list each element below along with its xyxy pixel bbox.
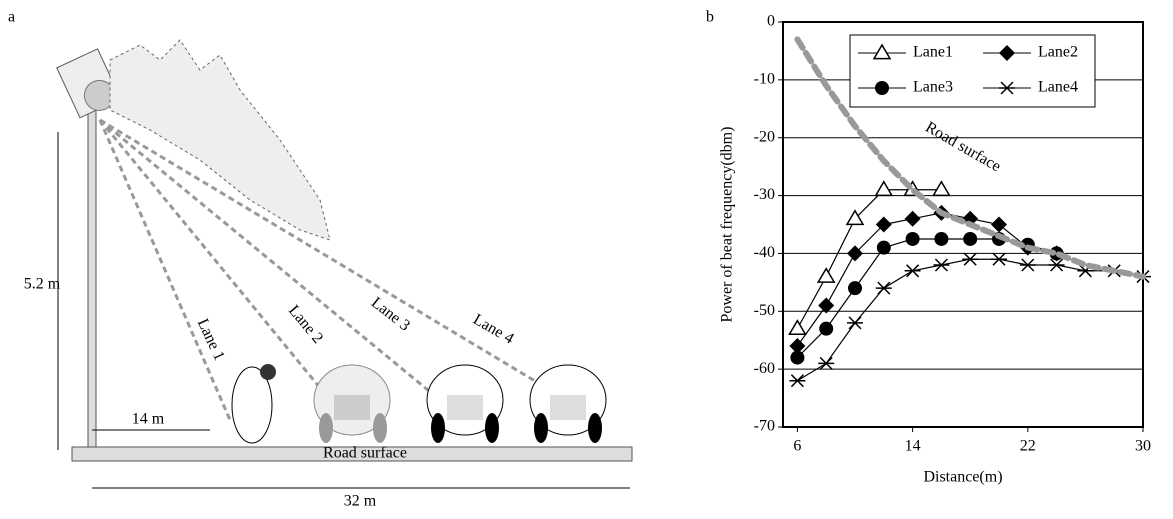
marker — [991, 252, 1007, 266]
y-tick-label: 0 — [767, 13, 775, 30]
ray — [99, 118, 551, 392]
marker — [962, 252, 979, 266]
panel-label: a — [8, 9, 15, 26]
height-label: 5.2 m — [24, 276, 61, 293]
marker — [874, 180, 894, 197]
offset-label: 14 m — [132, 411, 165, 428]
marker — [991, 216, 1007, 233]
pole — [87, 59, 97, 456]
marker — [872, 43, 892, 60]
legend-label: Lane2 — [1038, 44, 1078, 61]
marker — [963, 231, 978, 246]
marker — [847, 316, 863, 330]
lane-label: Lane 2 — [285, 302, 326, 347]
lane-label: Lane 3 — [368, 294, 413, 334]
ray — [98, 119, 332, 401]
legend-box — [849, 34, 1096, 108]
marker — [904, 210, 921, 227]
ray — [98, 119, 232, 421]
y-tick-label: -10 — [754, 71, 775, 88]
plot-frame — [782, 21, 1144, 428]
road-label: Road surface — [323, 445, 407, 462]
marker — [848, 281, 862, 296]
marker — [788, 319, 807, 335]
marker — [790, 350, 805, 365]
x-axis-label: Distance(m) — [923, 469, 1002, 486]
marker — [818, 297, 835, 314]
marker — [818, 356, 835, 370]
panel-label: b — [706, 9, 714, 26]
lane-label: Lane 4 — [470, 311, 517, 348]
marker — [1048, 258, 1065, 272]
car — [313, 364, 391, 443]
road-surface-line — [794, 36, 1146, 280]
length-label: 32 m — [344, 493, 377, 510]
marker — [789, 374, 806, 388]
car — [426, 364, 504, 443]
marker — [819, 321, 834, 336]
lane-label: Lane 1 — [194, 316, 228, 363]
car — [529, 364, 607, 443]
legend-label: Lane1 — [913, 44, 953, 61]
series-line — [796, 212, 1058, 347]
road-surface-label: Road surface — [922, 119, 1003, 176]
x-tick-label: 22 — [1020, 438, 1036, 455]
ray — [99, 118, 441, 402]
road — [71, 446, 633, 462]
marker — [933, 258, 950, 272]
x-tick-label: 6 — [793, 438, 801, 455]
marker — [789, 338, 806, 354]
y-tick-label: -40 — [754, 244, 775, 261]
marker — [875, 216, 892, 233]
y-tick-label: -30 — [754, 186, 775, 203]
marker — [999, 81, 1015, 95]
marker — [847, 245, 863, 262]
panel-b: b 0 -10 -20 -30 -40 -50 -60 -70 6 14 22 30 Distance(m… — [706, 9, 1151, 486]
marker — [999, 45, 1015, 61]
beam — [109, 39, 331, 241]
legend-label: Lane3 — [913, 79, 953, 96]
marker — [934, 231, 949, 246]
y-tick-label: -70 — [754, 418, 775, 435]
y-axis-label: Power of beat frequency(dbm) — [719, 127, 736, 323]
marker — [932, 180, 951, 197]
x-tick-label: 30 — [1135, 438, 1151, 455]
y-tick-label: -60 — [754, 360, 775, 377]
marker — [875, 81, 889, 95]
series-line — [796, 189, 942, 330]
panel-a: a 5.2 m 14 m 32 m Road surface Lane 1 La… — [8, 9, 633, 510]
marker — [904, 264, 921, 278]
y-tick-label: -20 — [754, 128, 775, 145]
series-line — [796, 258, 1144, 382]
marker — [816, 267, 836, 283]
marker — [845, 209, 865, 226]
x-tick-label: 14 — [905, 438, 921, 455]
marker — [1019, 258, 1036, 272]
y-tick-label: -50 — [754, 302, 775, 319]
marker — [876, 240, 891, 255]
legend-label: Lane4 — [1038, 79, 1078, 96]
marker — [905, 231, 920, 246]
motorcycle — [231, 364, 276, 444]
marker — [875, 281, 892, 295]
